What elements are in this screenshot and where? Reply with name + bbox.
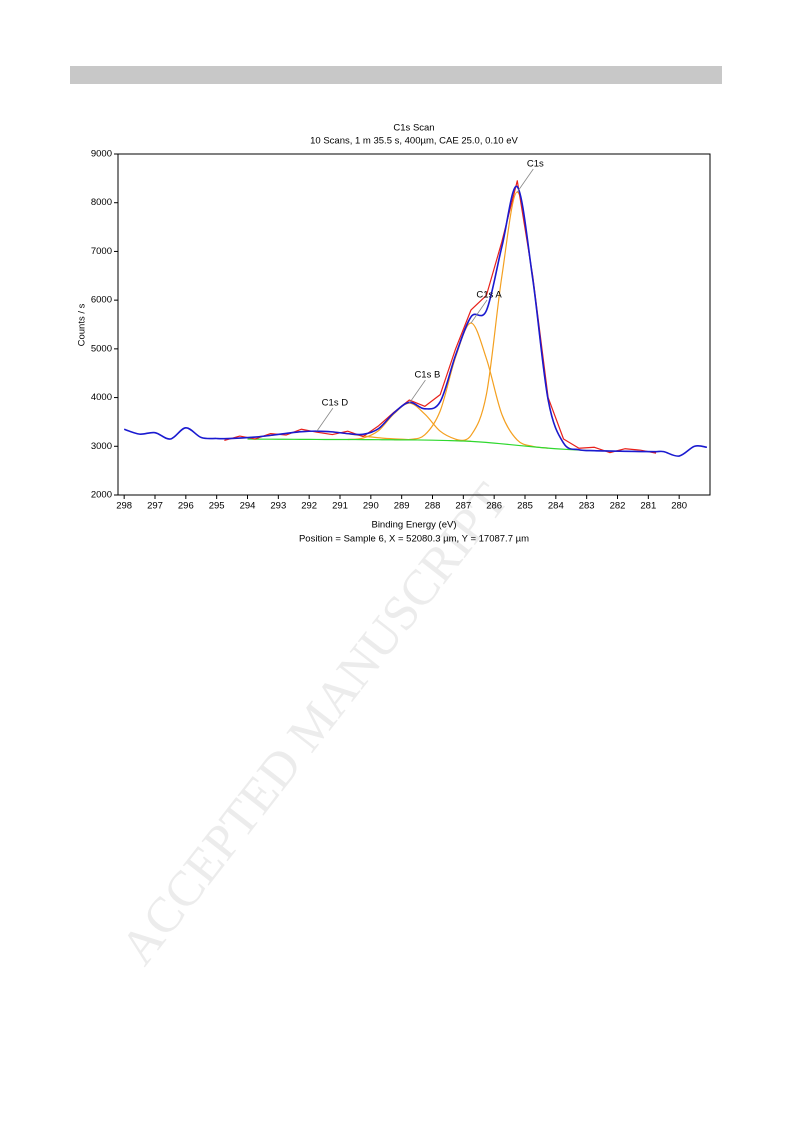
x-tick-label: 297: [147, 501, 163, 512]
peak-label: C1s B: [414, 370, 440, 381]
y-tick-label: 6000: [91, 295, 112, 306]
x-tick-label: 292: [301, 501, 317, 512]
watermark: ACCEPTED MANUSCRIPT: [109, 473, 518, 975]
x-tick-label: 296: [178, 501, 194, 512]
y-tick-label: 5000: [91, 343, 112, 354]
x-tick-label: 282: [610, 501, 626, 512]
peak-label: C1s D: [322, 398, 349, 409]
peak-label: C1s: [527, 159, 544, 170]
series-line: [123, 185, 708, 457]
x-tick-label: 286: [486, 501, 502, 512]
chart-title: C1s Scan: [393, 123, 434, 134]
series-line: [247, 438, 618, 452]
annotation-leader: [470, 299, 488, 324]
series-line: [393, 322, 549, 449]
chart-subtitle: 10 Scans, 1 m 35.5 s, 400µm, CAE 25.0, 0…: [310, 136, 518, 147]
y-tick-label: 7000: [91, 246, 112, 257]
x-tick-label: 285: [517, 501, 533, 512]
header-bar: [70, 66, 722, 84]
peak-label: C1s A: [476, 290, 502, 301]
annotation-leader: [316, 407, 334, 432]
x-tick-label: 288: [425, 501, 441, 512]
x-tick-label: 281: [640, 501, 656, 512]
footer-note: Position = Sample 6, X = 52080.3 µm, Y =…: [299, 534, 529, 545]
y-tick-label: 2000: [91, 490, 112, 501]
x-tick-label: 295: [209, 501, 225, 512]
x-tick-label: 294: [240, 501, 256, 512]
x-tick-label: 298: [116, 501, 132, 512]
annotation-leader: [516, 168, 534, 193]
series-line: [455, 191, 580, 451]
x-axis-label: Binding Energy (eV): [371, 520, 456, 531]
y-tick-label: 3000: [91, 441, 112, 452]
annotation-leader: [409, 379, 426, 404]
series-line: [224, 180, 657, 454]
y-tick-label: 9000: [91, 149, 112, 160]
y-tick-label: 4000: [91, 392, 112, 403]
plot-frame: [117, 153, 711, 496]
y-axis-label: Counts / s: [77, 303, 88, 346]
series-line: [347, 402, 472, 442]
x-tick-label: 287: [455, 501, 471, 512]
x-tick-label: 289: [394, 501, 410, 512]
x-tick-label: 291: [332, 501, 348, 512]
x-tick-label: 293: [270, 501, 286, 512]
x-tick-label: 280: [671, 501, 687, 512]
x-tick-label: 283: [579, 501, 595, 512]
x-tick-label: 284: [548, 501, 564, 512]
y-tick-label: 8000: [91, 197, 112, 208]
x-tick-label: 290: [363, 501, 379, 512]
